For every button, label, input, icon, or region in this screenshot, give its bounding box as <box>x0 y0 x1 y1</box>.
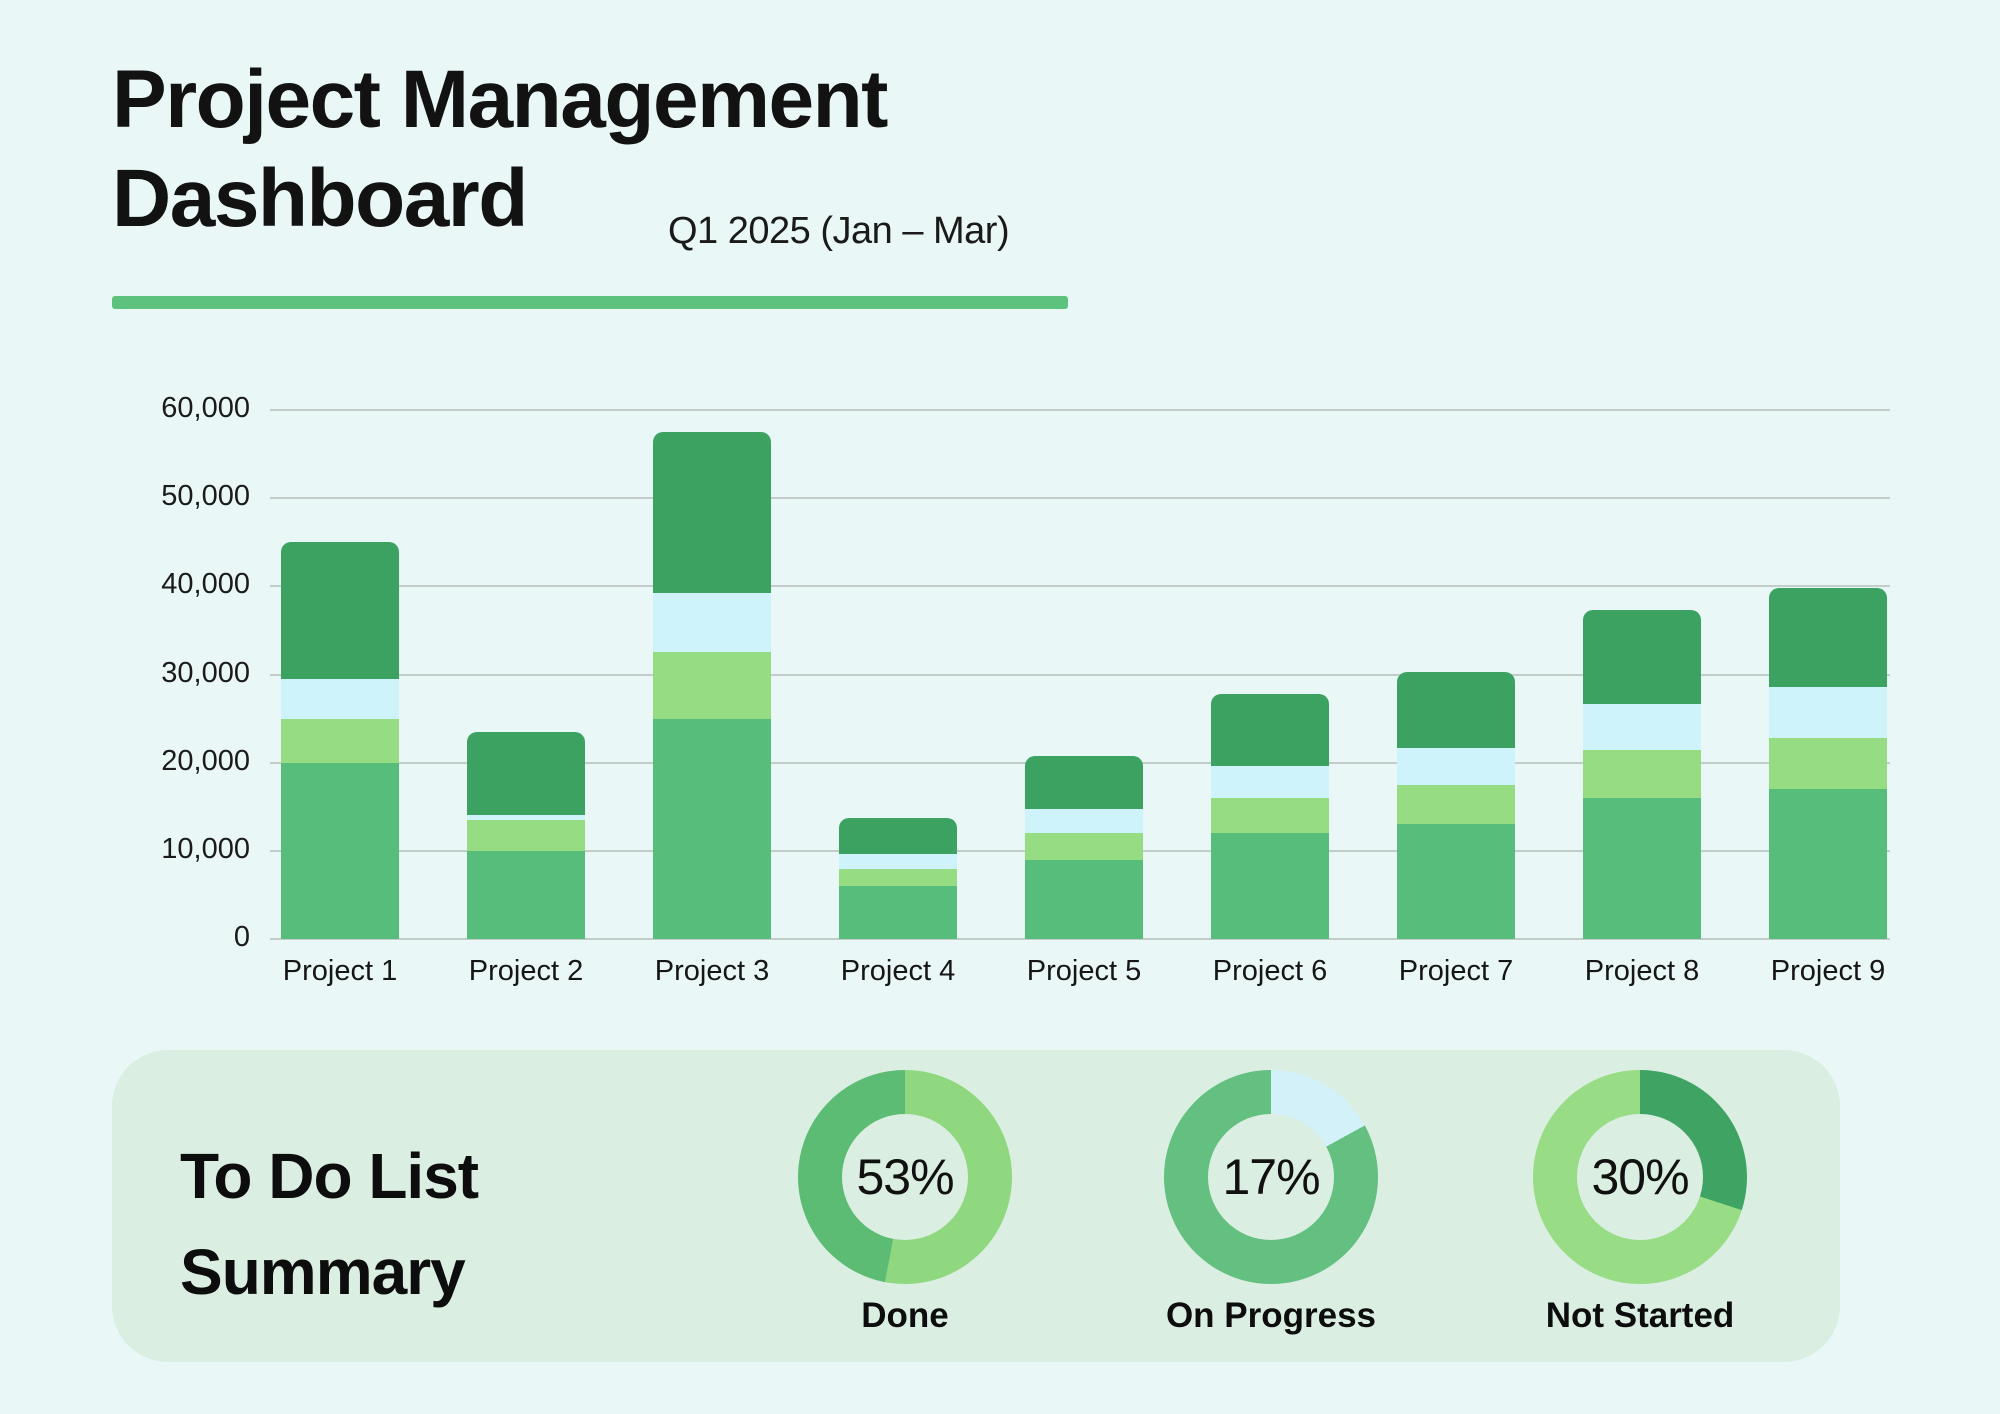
segment-dark-green <box>839 818 957 854</box>
x-axis-category-label: Project 9 <box>1770 955 1886 987</box>
segment-dark-green <box>1211 693 1329 767</box>
segment-light-blue <box>1211 766 1329 798</box>
segment-light-blue <box>1769 686 1887 738</box>
x-axis-category-label: Project 2 <box>468 955 584 987</box>
x-axis-category-label: Project 7 <box>1398 955 1514 987</box>
bar-project-7 <box>1397 671 1515 939</box>
donut-label-not-started: Not Started <box>1545 1296 1735 1335</box>
y-axis-tick-label: 30,000 <box>161 656 250 689</box>
bar-project-4 <box>839 818 957 939</box>
segment-light-green <box>467 820 585 851</box>
donut-percent-not-started: 30% <box>1591 1149 1689 1205</box>
bar-project-3 <box>653 432 771 939</box>
page-title-line1: Project Management <box>112 54 888 145</box>
segment-dark-green <box>1397 671 1515 748</box>
segment-green <box>1769 789 1887 939</box>
segment-light-blue <box>467 814 585 820</box>
donut-hole <box>1208 1114 1334 1240</box>
y-axis-tick-label: 60,000 <box>161 392 250 424</box>
segment-light-blue <box>839 853 957 870</box>
segment-dark-green <box>1583 610 1701 705</box>
y-axis-tick-label: 50,000 <box>161 480 250 513</box>
donut-label-on-progress: On Progress <box>1165 1296 1377 1335</box>
bar-project-8 <box>1583 610 1701 939</box>
segment-light-green <box>1769 738 1887 790</box>
title-underline-divider <box>112 296 1068 309</box>
segment-light-blue <box>1397 747 1515 785</box>
segment-light-blue <box>653 592 771 653</box>
segment-light-blue <box>1583 704 1701 751</box>
segment-light-green <box>1025 833 1143 860</box>
bar-project-2 <box>467 731 585 939</box>
bar-project-1 <box>281 542 399 939</box>
y-axis-tick-label: 0 <box>233 921 250 953</box>
gridline <box>270 673 1890 676</box>
segment-dark-green <box>653 432 771 593</box>
y-axis-tick-label: 40,000 <box>161 568 250 601</box>
gridline <box>270 409 1890 411</box>
segment-green <box>839 886 957 939</box>
todo-summary-title-line2: Summary <box>180 1236 466 1308</box>
x-axis-category-label: Project 1 <box>282 955 398 987</box>
bar-project-9 <box>1769 588 1887 939</box>
donut-percent-done: 53% <box>856 1149 954 1205</box>
segment-green <box>467 850 585 939</box>
page-title: Project Management Dashboard <box>112 50 888 248</box>
segment-dark-green <box>1025 755 1143 810</box>
segment-light-green <box>1583 750 1701 798</box>
segment-green <box>281 762 399 939</box>
segment-light-green <box>653 652 771 719</box>
segment-light-green <box>1211 797 1329 834</box>
segment-green <box>653 718 771 939</box>
donut-chart-done: 53% <box>798 1070 1012 1284</box>
bar-project-6 <box>1211 693 1329 939</box>
donut-chart-on-progress: 17% <box>1164 1070 1378 1284</box>
gridline <box>270 585 1890 588</box>
x-axis-category-label: Project 4 <box>840 955 956 987</box>
segment-dark-green <box>281 542 399 679</box>
gridline <box>270 938 1890 940</box>
segment-dark-green <box>1769 588 1887 687</box>
y-axis-tick-label: 10,000 <box>161 832 250 865</box>
page-subtitle: Q1 2025 (Jan – Mar) <box>668 210 1010 252</box>
segment-dark-green <box>467 731 585 815</box>
donut-hole <box>1577 1114 1703 1240</box>
segment-green <box>1583 797 1701 939</box>
y-axis-tick-label: 20,000 <box>161 744 250 777</box>
todo-summary-title: To Do List Summary <box>180 1128 479 1320</box>
donut-hole <box>842 1114 968 1240</box>
x-axis-category-label: Project 6 <box>1212 955 1328 987</box>
stacked-bar-chart: 0 10,000 20,000 30,000 40,000 50,000 60,000 Pro… <box>161 392 1890 987</box>
page-title-line2: Dashboard <box>112 153 528 244</box>
x-axis-category-label: Project 3 <box>654 955 770 987</box>
segment-light-green <box>281 718 399 763</box>
segment-light-blue <box>1025 809 1143 834</box>
segment-light-green <box>839 869 957 887</box>
bar-project-5 <box>1025 755 1143 939</box>
segment-green <box>1025 859 1143 939</box>
donut-percent-on-progress: 17% <box>1222 1149 1320 1205</box>
gridline <box>270 497 1890 500</box>
x-axis-category-label: Project 8 <box>1584 955 1700 987</box>
donut-label-done: Done <box>861 1296 949 1335</box>
todo-summary-title-line1: To Do List <box>180 1140 479 1212</box>
segment-light-blue <box>281 678 399 719</box>
x-axis-category-label: Project 5 <box>1026 955 1142 987</box>
segment-green <box>1397 824 1515 939</box>
donut-chart-not-started: 30% <box>1533 1070 1747 1284</box>
segment-light-green <box>1397 784 1515 825</box>
segment-green <box>1211 833 1329 939</box>
